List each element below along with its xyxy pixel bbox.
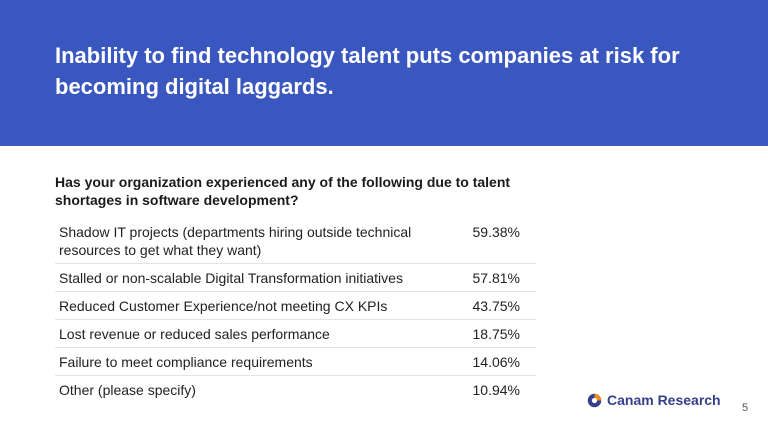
table-row: Other (please specify) 10.94% <box>55 375 536 403</box>
table-row: Stalled or non-scalable Digital Transfor… <box>55 263 536 292</box>
row-label: Other (please specify) <box>59 382 196 398</box>
row-label: Failure to meet compliance requirements <box>55 347 463 376</box>
slide-headline: Inability to find technology talent puts… <box>55 43 680 99</box>
row-label: Shadow IT projects (departments hiring o… <box>55 218 463 264</box>
table-row: Shadow IT projects (departments hiring o… <box>55 218 536 264</box>
page-number: 5 <box>742 402 749 414</box>
row-value: 43.75% <box>463 291 536 320</box>
row-value: 59.38% <box>463 218 536 264</box>
logo-mark-icon <box>587 393 602 407</box>
table-row: Failure to meet compliance requirements … <box>55 347 536 376</box>
results-table: Shadow IT projects (departments hiring o… <box>55 218 536 403</box>
table-row: Reduced Customer Experience/not meeting … <box>55 291 536 320</box>
company-logo: Canam Research <box>587 392 721 408</box>
row-value: 10.94% <box>463 375 536 403</box>
row-value: 14.06% <box>463 347 536 376</box>
row-label: Stalled or non-scalable Digital Transfor… <box>55 263 463 292</box>
row-value: 57.81% <box>463 263 536 292</box>
row-label: Reduced Customer Experience/not meeting … <box>55 291 463 320</box>
title-banner <box>0 0 768 146</box>
row-label: Lost revenue or reduced sales performanc… <box>55 319 463 348</box>
row-value: 18.75% <box>463 319 536 348</box>
logo-text: Canam Research <box>607 392 721 408</box>
table-row: Lost revenue or reduced sales performanc… <box>55 319 536 348</box>
survey-question: Has your organization experienced any of… <box>55 174 511 208</box>
